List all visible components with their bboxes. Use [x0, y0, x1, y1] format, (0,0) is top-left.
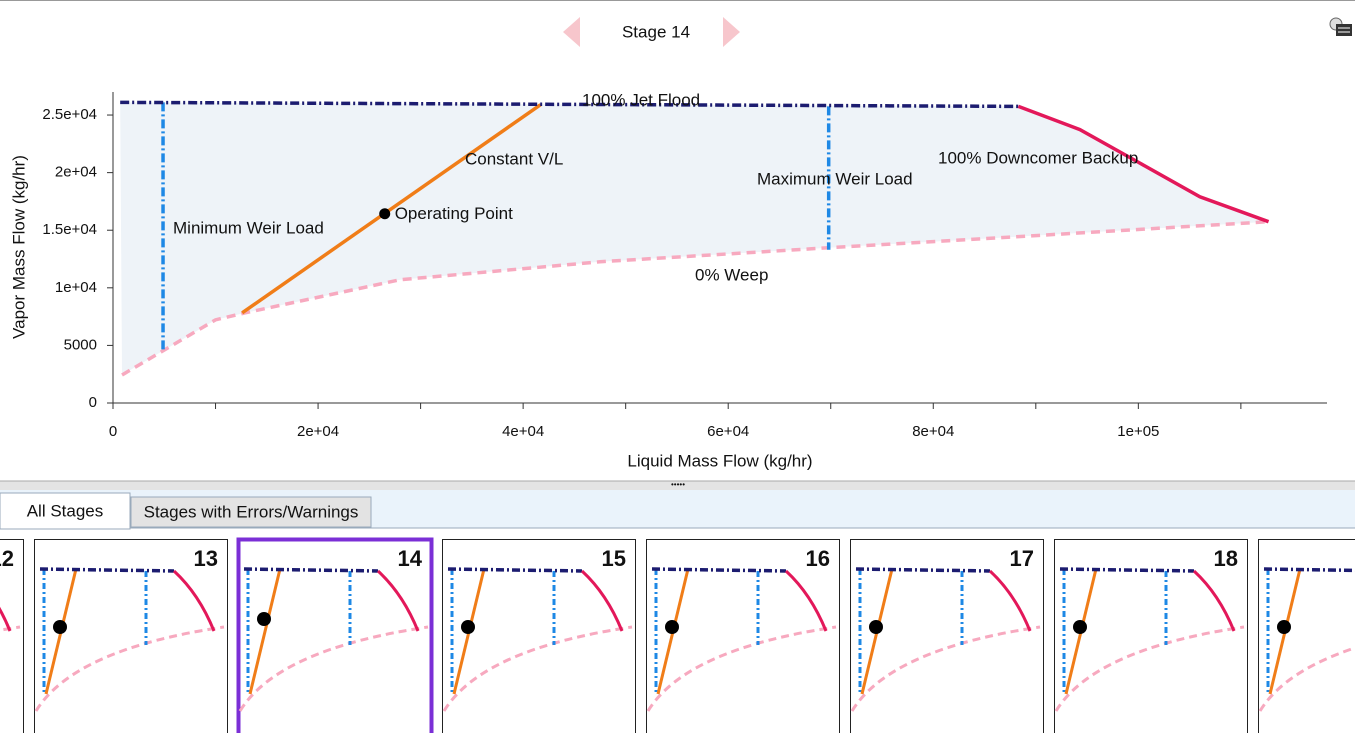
y-tick-label: 2e+04 [55, 164, 97, 181]
series-annotation: 100% Jet Flood [582, 90, 700, 109]
mini-jet-flood [1263, 567, 1355, 573]
thumbnail-frame [0, 539, 24, 733]
mini-jet-flood [447, 567, 583, 573]
settings-icon[interactable] [1329, 17, 1352, 36]
x-tick-label: 8e+04 [912, 423, 954, 440]
series-line [120, 100, 1019, 109]
x-tick-label: 2e+04 [297, 423, 339, 440]
mini-downcomer [376, 569, 420, 632]
x-axis-label: Liquid Mass Flow (kg/hr) [627, 451, 812, 470]
stage-thumbnail[interactable]: 15 [442, 539, 636, 733]
mini-jet-flood [39, 567, 175, 573]
mini-operating-point [665, 620, 679, 634]
thumbnail-stage-number: 16 [806, 546, 830, 571]
mini-jet-flood [651, 567, 787, 573]
thumbnail-stage-number: 18 [1214, 546, 1238, 571]
series-annotation: Constant V/L [465, 149, 563, 168]
x-tick-label: 0 [109, 423, 117, 440]
series-line [241, 103, 542, 315]
thumbnail-stage-number: 17 [1010, 546, 1034, 571]
tab-label[interactable]: Stages with Errors/Warnings [144, 502, 359, 521]
mini-weep [1054, 625, 1245, 712]
mini-operating-point [869, 620, 883, 634]
mini-weep [442, 625, 633, 712]
mini-downcomer [172, 569, 216, 632]
mini-downcomer [0, 606, 12, 632]
mini-downcomer [784, 569, 828, 632]
mini-operating-point [1073, 620, 1087, 634]
tab[interactable] [130, 496, 372, 528]
tab-label[interactable]: All Stages [27, 501, 104, 520]
mini-jet-flood [1059, 567, 1195, 573]
stage-thumbnail[interactable]: 17 [850, 539, 1044, 733]
prev-stage-arrow[interactable] [563, 17, 580, 47]
mini-weep [34, 625, 225, 712]
mini-weep [646, 625, 837, 712]
thumbnail-stage-number: 13 [194, 546, 218, 571]
next-stage-arrow[interactable] [723, 17, 740, 47]
mini-weep [1258, 646, 1355, 712]
y-tick-label: 0 [89, 394, 97, 411]
y-tick-label: 1.5e+04 [42, 221, 97, 238]
series-annotation: 0% Weep [695, 265, 768, 284]
operating-point-label: Operating Point [395, 204, 513, 223]
thumbnail-stage-number: 15 [602, 546, 626, 571]
x-tick-label: 4e+04 [502, 423, 544, 440]
series-annotation: Minimum Weir Load [173, 218, 324, 237]
mini-const-vl [248, 568, 282, 695]
series-line [1017, 104, 1270, 224]
mini-operating-point [1277, 620, 1291, 634]
mini-downcomer [580, 569, 624, 632]
mini-operating-point [53, 620, 67, 634]
mini-weep [238, 625, 429, 712]
mini-operating-point [257, 612, 271, 626]
splitter[interactable] [0, 481, 1355, 490]
stage-thumbnail[interactable]: 14 [236, 537, 434, 733]
stage-thumbnail[interactable]: 13 [34, 539, 228, 733]
splitter-grip: ••••• [671, 480, 685, 489]
y-tick-label: 2.5e+04 [42, 106, 97, 123]
mini-downcomer [1192, 569, 1236, 632]
tab[interactable] [0, 492, 131, 530]
feasible-region [120, 102, 1269, 375]
mini-weep [850, 625, 1041, 712]
series-line [121, 219, 1269, 377]
thumbnail-stage-number: 12 [0, 546, 14, 571]
thumbnail-stage-number: 14 [398, 546, 423, 571]
x-tick-label: 6e+04 [707, 423, 749, 440]
mini-jet-flood [855, 567, 991, 573]
series-annotation: 100% Downcomer Backup [938, 148, 1138, 167]
y-tick-label: 5000 [64, 336, 97, 353]
y-axis-label: Vapor Mass Flow (kg/hr) [9, 155, 28, 339]
y-tick-label: 1e+04 [55, 279, 97, 296]
mini-downcomer [988, 569, 1032, 632]
stage-thumbnail[interactable]: 16 [646, 539, 840, 733]
series-annotation: Maximum Weir Load [757, 169, 913, 188]
stage-thumbnail[interactable] [1258, 539, 1355, 733]
stage-title: Stage 14 [622, 22, 690, 41]
thumbnail-frame [1258, 539, 1355, 733]
stage-thumbnail[interactable]: 12 [0, 539, 24, 733]
x-tick-label: 1e+05 [1117, 423, 1159, 440]
mini-jet-flood [243, 567, 379, 573]
operating-point [379, 208, 391, 220]
mini-operating-point [461, 620, 475, 634]
stage-thumbnail[interactable]: 18 [1054, 539, 1248, 733]
